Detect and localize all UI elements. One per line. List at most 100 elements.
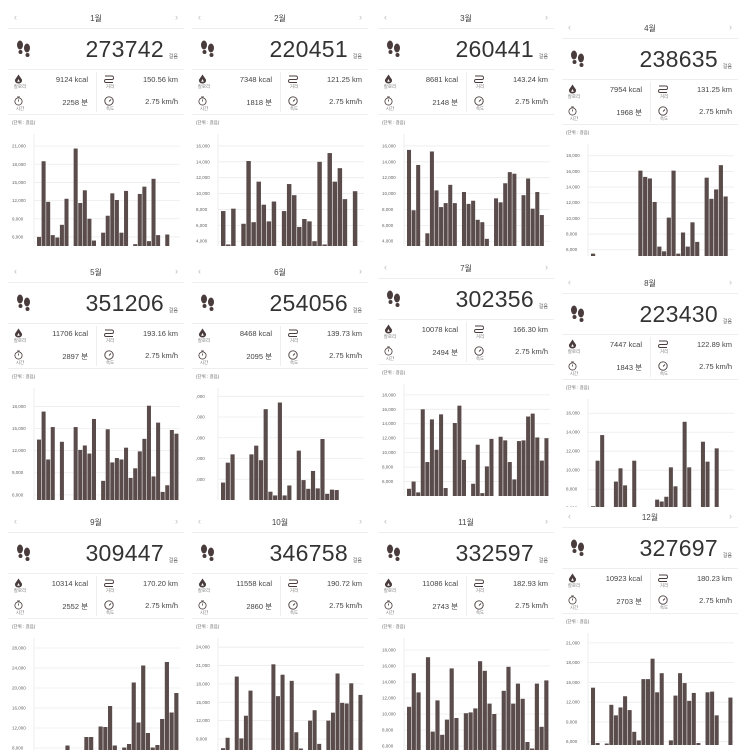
day-bar[interactable] [704,177,709,256]
day-bar[interactable] [155,745,160,750]
day-bar[interactable] [659,501,664,511]
day-bar[interactable] [449,668,454,750]
day-bar[interactable] [246,161,251,246]
day-bar[interactable] [266,221,272,246]
day-bar[interactable] [307,221,312,246]
day-bar[interactable] [463,713,468,750]
next-month-button[interactable]: › [545,12,548,22]
day-bar[interactable] [544,438,549,496]
day-bar[interactable] [516,441,521,496]
day-bar[interactable] [297,226,302,246]
day-bar[interactable] [221,748,226,750]
day-bar[interactable] [690,222,695,256]
next-month-button[interactable]: › [729,511,732,521]
day-bar[interactable] [647,178,652,256]
day-bar[interactable] [600,435,605,511]
day-bar[interactable] [241,223,246,246]
day-bar[interactable] [151,476,156,500]
prev-month-button[interactable]: ‹ [384,516,387,526]
next-month-button[interactable]: › [175,266,178,276]
day-bar[interactable] [131,682,136,751]
day-bar[interactable] [494,198,499,246]
day-bar[interactable] [434,190,439,246]
day-bar[interactable] [682,421,687,511]
day-bar[interactable] [317,161,322,246]
day-bar[interactable] [73,427,78,500]
next-month-button[interactable]: › [175,516,178,526]
day-bar[interactable] [141,665,146,751]
day-bar[interactable] [326,720,331,750]
day-bar[interactable] [435,700,440,750]
day-bar[interactable] [452,203,457,246]
day-bar[interactable] [521,440,526,496]
day-bar[interactable] [535,191,540,246]
day-bar[interactable] [308,720,313,750]
day-bar[interactable] [137,193,142,246]
day-bar[interactable] [482,670,487,750]
day-bar[interactable] [416,492,421,496]
day-bar[interactable] [613,715,618,745]
day-bar[interactable] [82,190,87,246]
day-bar[interactable] [440,734,445,750]
day-bar[interactable] [429,151,434,246]
day-bar[interactable] [425,462,430,496]
day-bar[interactable] [258,460,264,500]
day-bar[interactable] [286,184,292,246]
day-bar[interactable] [82,445,87,500]
next-month-button[interactable]: › [729,277,732,287]
day-bar[interactable] [320,439,325,500]
day-bar[interactable] [271,664,276,750]
day-bar[interactable] [89,737,94,750]
day-bar[interactable] [230,454,235,500]
day-bar[interactable] [231,208,236,246]
day-bar[interactable] [448,184,453,246]
day-bar[interactable] [263,409,268,500]
day-bar[interactable] [489,438,494,496]
next-month-button[interactable]: › [729,22,732,32]
day-bar[interactable] [591,253,596,256]
day-bar[interactable] [221,211,226,246]
day-bar[interactable] [277,402,282,500]
day-bar[interactable] [609,704,614,745]
next-month-button[interactable]: › [545,516,548,526]
day-bar[interactable] [87,218,92,246]
day-bar[interactable] [691,692,696,745]
day-bar[interactable] [137,451,142,500]
day-bar[interactable] [289,680,294,750]
day-bar[interactable] [492,714,497,750]
day-bar[interactable] [101,480,106,500]
day-bar[interactable] [530,413,535,496]
day-bar[interactable] [174,693,179,750]
day-bar[interactable] [700,441,705,511]
next-month-button[interactable]: › [359,266,362,276]
day-bar[interactable] [632,731,637,745]
day-bar[interactable] [443,488,448,496]
day-bar[interactable] [429,419,434,496]
day-bar[interactable] [525,742,530,750]
day-bar[interactable] [256,181,261,246]
day-bar[interactable] [657,246,662,256]
day-bar[interactable] [248,690,253,750]
day-bar[interactable] [306,488,311,500]
day-bar[interactable] [723,196,728,256]
day-bar[interactable] [142,186,147,246]
day-bar[interactable] [50,427,55,500]
day-bar[interactable] [591,687,596,745]
day-bar[interactable] [133,468,138,500]
day-bar[interactable] [114,199,119,246]
day-bar[interactable] [349,683,354,750]
day-bar[interactable] [124,190,129,246]
day-bar[interactable] [294,732,299,750]
day-bar[interactable] [627,710,632,745]
day-bar[interactable] [330,712,335,750]
day-bar[interactable] [239,738,244,750]
day-bar[interactable] [46,459,51,500]
day-bar[interactable] [128,477,133,500]
day-bar[interactable] [673,486,678,511]
day-bar[interactable] [325,493,330,500]
day-bar[interactable] [271,201,277,246]
day-bar[interactable] [671,170,676,256]
day-bar[interactable] [156,235,161,246]
day-bar[interactable] [124,447,129,500]
day-bar[interactable] [498,436,503,496]
